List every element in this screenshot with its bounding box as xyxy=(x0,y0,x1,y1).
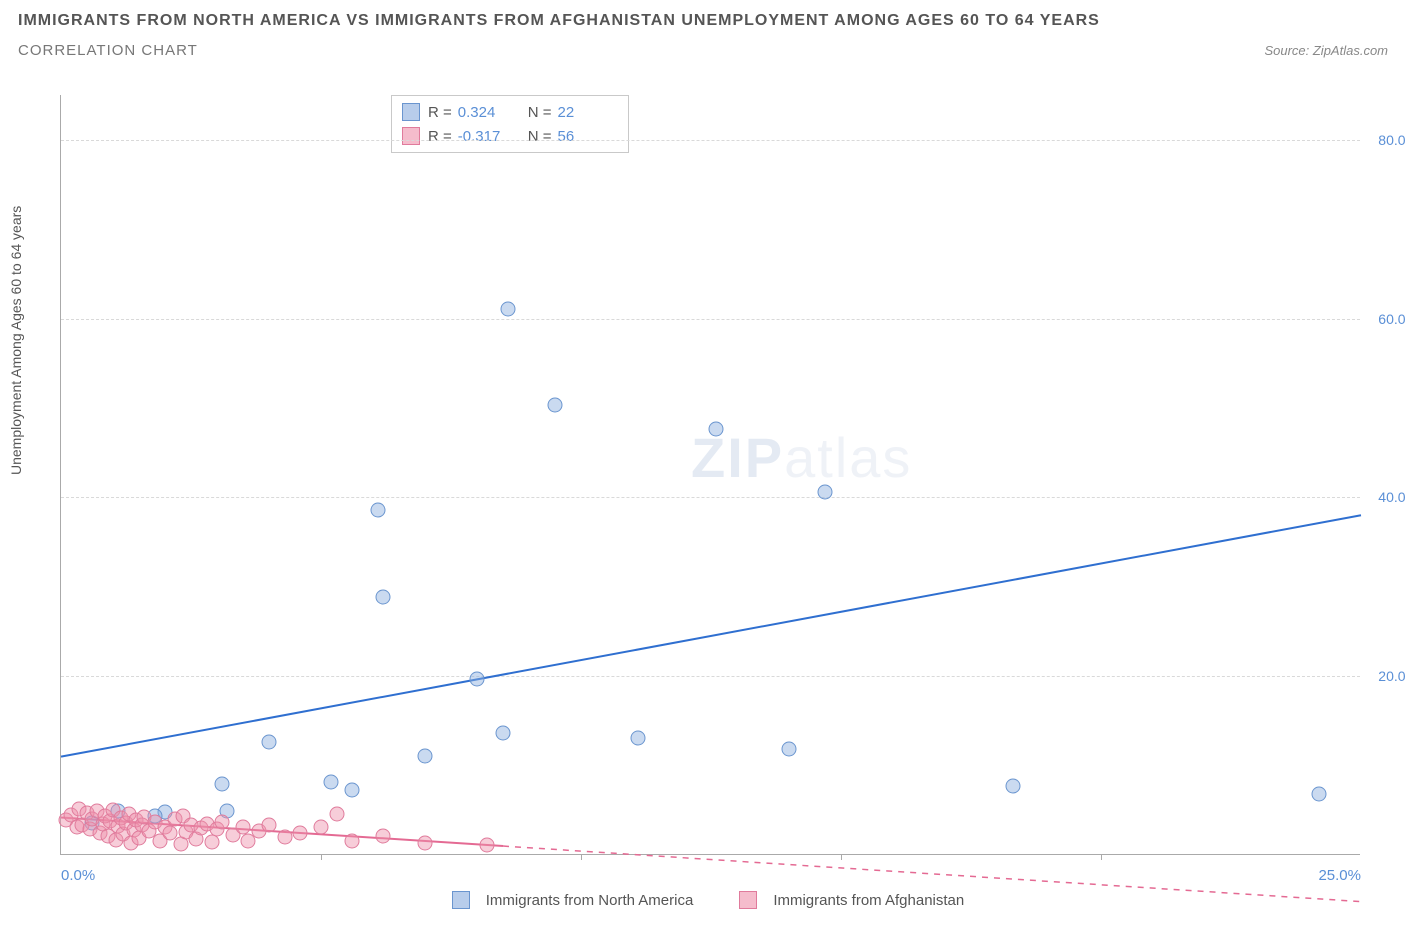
data-point xyxy=(709,422,724,437)
data-point xyxy=(376,589,391,604)
plot-area: ZIPatlas R = 0.324 N = 22 R = -0.317 N =… xyxy=(60,95,1360,855)
data-point xyxy=(782,741,797,756)
data-point xyxy=(470,671,485,686)
data-point xyxy=(376,829,391,844)
data-point xyxy=(548,398,563,413)
data-point xyxy=(345,834,360,849)
data-point xyxy=(496,726,511,741)
series-legend: Immigrants from North America Immigrants… xyxy=(18,891,1388,909)
data-point xyxy=(262,818,277,833)
data-point xyxy=(314,820,329,835)
data-point xyxy=(329,806,344,821)
y-tick-label: 80.0% xyxy=(1378,132,1406,148)
y-tick-label: 40.0% xyxy=(1378,489,1406,505)
data-point xyxy=(371,502,386,517)
data-point xyxy=(215,814,230,829)
y-tick-label: 20.0% xyxy=(1378,668,1406,684)
series-legend-item-pink: Immigrants from Afghanistan xyxy=(729,891,964,909)
chart-subtitle: CORRELATION CHART xyxy=(18,42,198,59)
chart-title: IMMIGRANTS FROM NORTH AMERICA VS IMMIGRA… xyxy=(18,12,1388,30)
trend-layer xyxy=(61,95,1361,855)
data-point xyxy=(480,838,495,853)
series-legend-item-blue: Immigrants from North America xyxy=(442,891,694,909)
trend-line xyxy=(61,515,1361,756)
data-point xyxy=(501,301,516,316)
data-point xyxy=(418,748,433,763)
y-tick-label: 60.0% xyxy=(1378,311,1406,327)
y-axis-label: Unemployment Among Ages 60 to 64 years xyxy=(8,206,24,475)
x-tick-label: 0.0% xyxy=(61,867,95,884)
data-point xyxy=(1312,787,1327,802)
x-tick-label: 25.0% xyxy=(1318,867,1361,884)
data-point xyxy=(215,777,230,792)
data-point xyxy=(324,775,339,790)
data-point xyxy=(345,782,360,797)
source-label: Source: ZipAtlas.com xyxy=(1264,43,1388,58)
data-point xyxy=(418,836,433,851)
legend-swatch-pink-icon xyxy=(739,891,757,909)
data-point xyxy=(1005,779,1020,794)
data-point xyxy=(293,825,308,840)
data-point xyxy=(818,484,833,499)
data-point xyxy=(204,835,219,850)
legend-swatch-blue-icon xyxy=(452,891,470,909)
data-point xyxy=(631,730,646,745)
data-point xyxy=(277,830,292,845)
chart-container: Unemployment Among Ages 60 to 64 years Z… xyxy=(18,95,1388,905)
data-point xyxy=(262,735,277,750)
